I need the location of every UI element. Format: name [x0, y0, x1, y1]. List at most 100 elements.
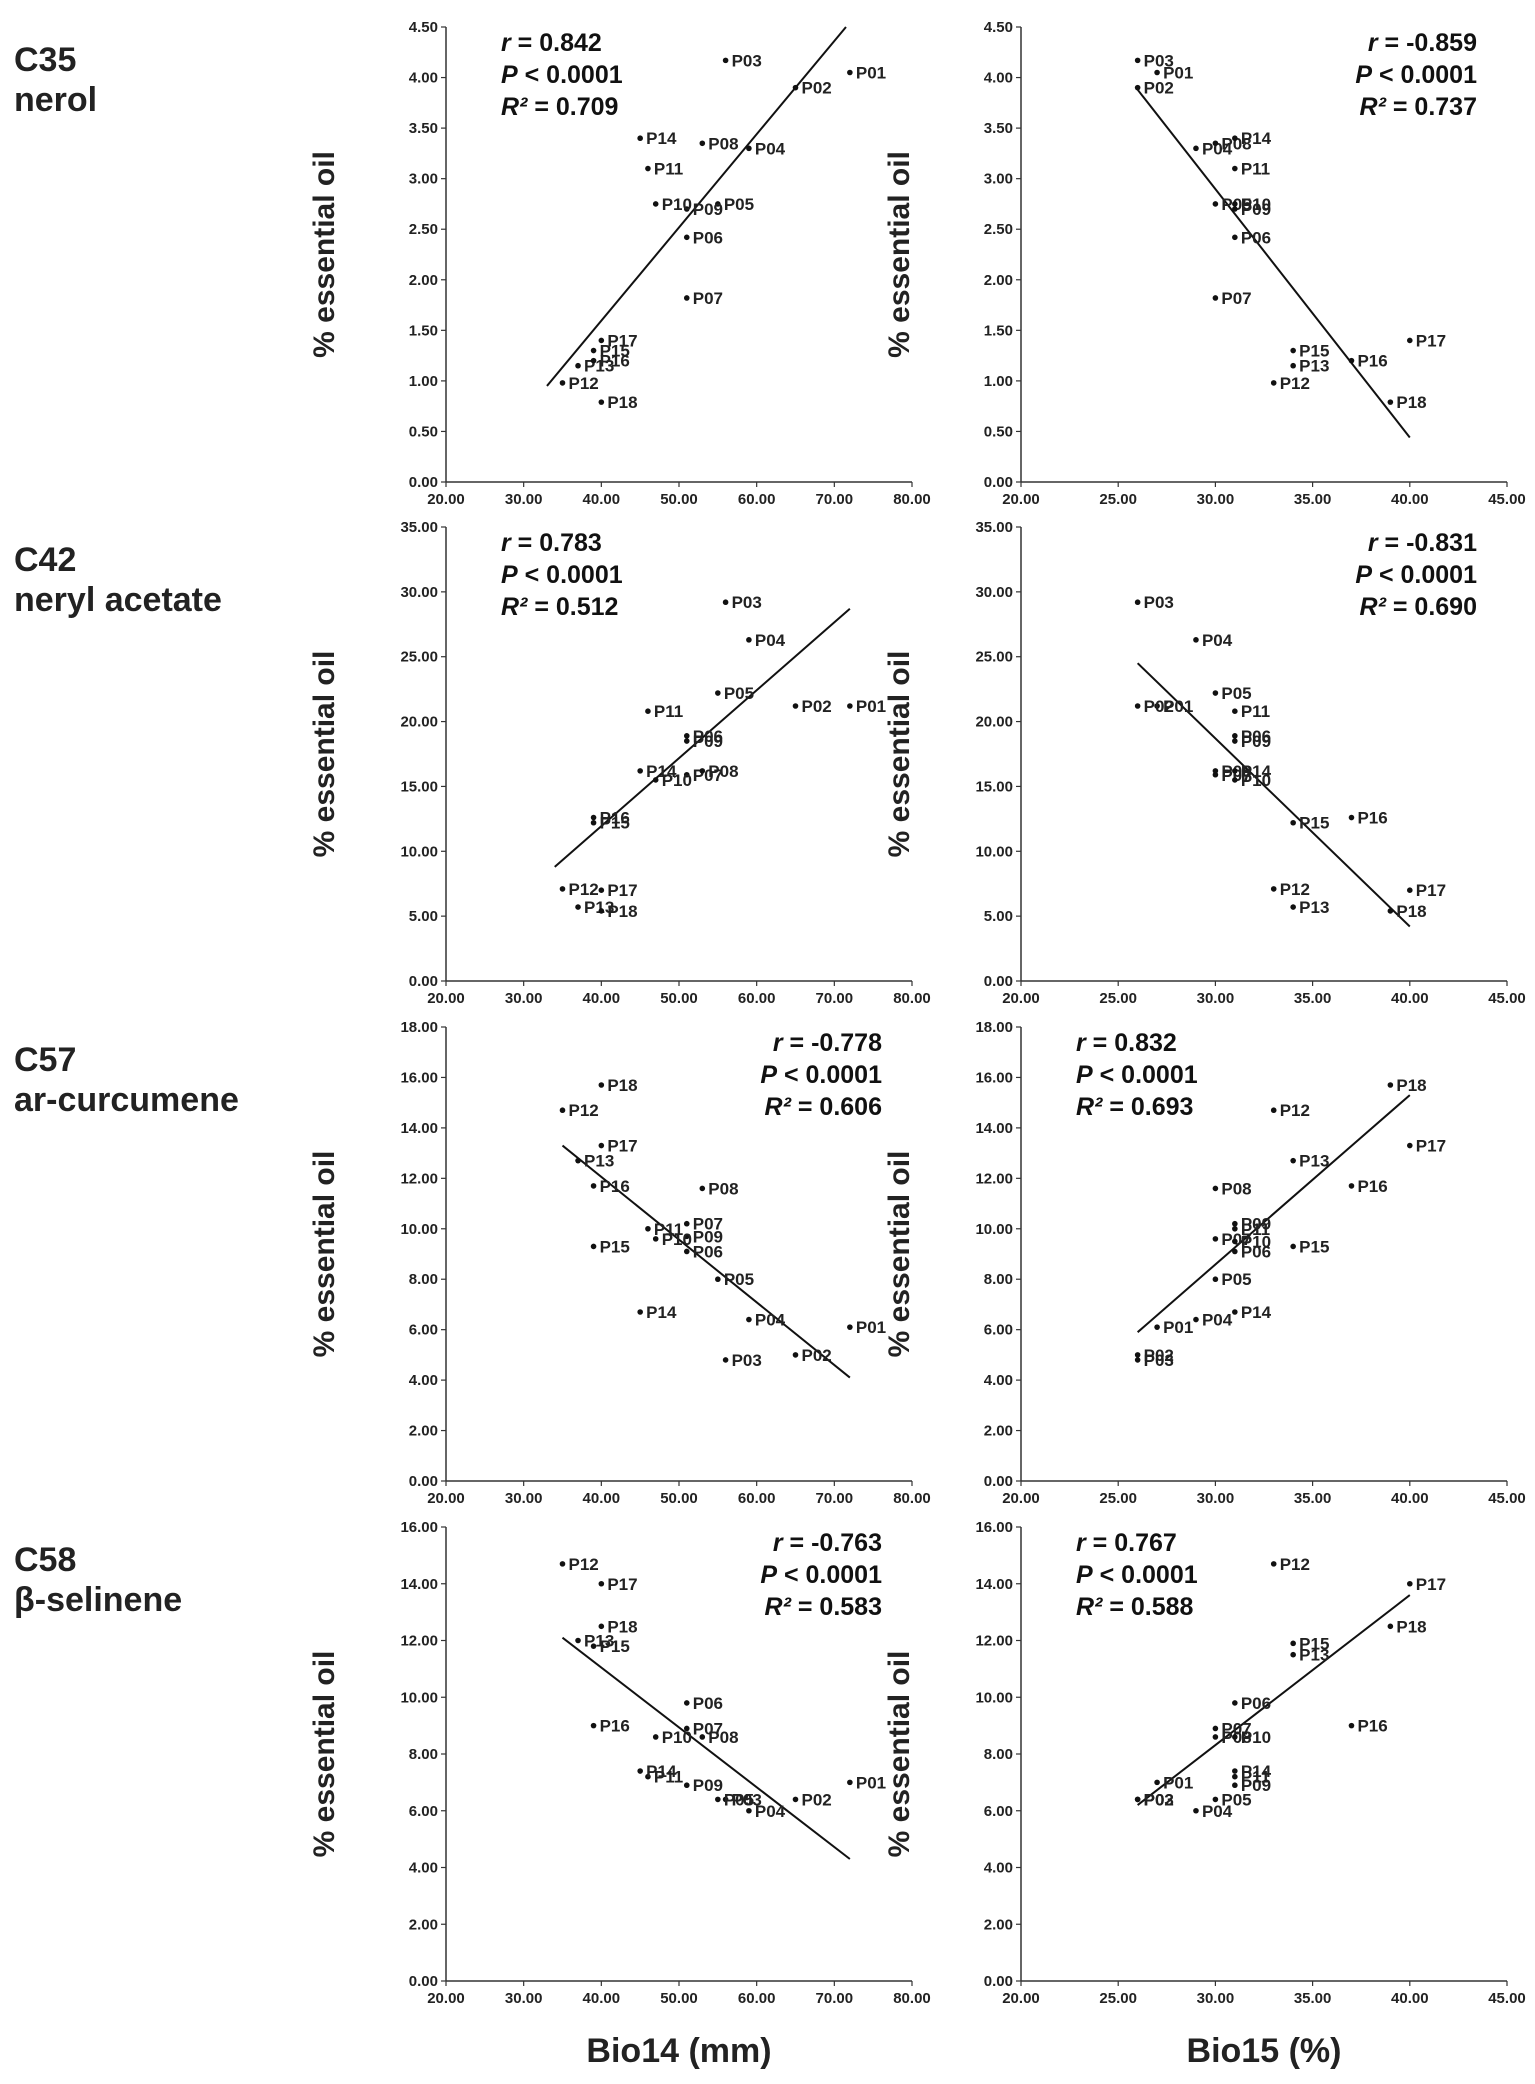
- point-label-p17: P17: [607, 881, 637, 900]
- point-label-p06: P06: [1241, 228, 1271, 247]
- point-label-p16: P16: [1357, 1177, 1387, 1196]
- data-point-p12: [1270, 1107, 1277, 1114]
- y-tick-label: 10.00: [975, 1689, 1013, 1706]
- y-tick-label: 4.00: [984, 1860, 1013, 1877]
- y-tick-label: 14.00: [400, 1120, 438, 1137]
- compound-code: C42: [14, 541, 77, 579]
- data-point-p01: [1154, 69, 1160, 76]
- point-label-p18: P18: [1396, 902, 1426, 921]
- point-label-p14: P14: [646, 762, 677, 781]
- y-tick-label: 20.00: [975, 714, 1013, 731]
- point-label-p18: P18: [607, 1617, 637, 1636]
- y-tick-label: 2.00: [984, 1916, 1013, 1933]
- data-point-p05: [1212, 1276, 1219, 1283]
- stat-r: r = -0.859: [1368, 29, 1477, 57]
- x-tick-label: 20.00: [427, 1990, 465, 2007]
- trend-line: [561, 1144, 851, 1379]
- data-point-p11: [645, 1773, 651, 1780]
- compound-name: nerol: [14, 81, 98, 119]
- chart-c35-bio14: 0.00 0.50 1.00 1.50 2.00 2.50 3.00 3.50 4.00 4.50…: [308, 19, 931, 508]
- y-tick-label: 0.00: [409, 474, 438, 491]
- data-point-p03: [722, 57, 729, 64]
- point-label-p02: P02: [802, 1790, 832, 1809]
- x-tick-label: 30.00: [505, 1990, 543, 2007]
- x-tick-label: 20.00: [427, 491, 465, 508]
- point-label-p16: P16: [1357, 1717, 1387, 1736]
- point-label-p16: P16: [600, 352, 630, 371]
- data-point-p17: [1407, 337, 1413, 344]
- data-point-p14: [637, 768, 643, 774]
- point-label-p03: P03: [732, 1351, 762, 1370]
- data-point-p01: [1154, 703, 1160, 709]
- data-point-p04: [1193, 1807, 1199, 1814]
- y-tick-label: 0.00: [984, 1473, 1013, 1490]
- y-tick-label: 16.00: [400, 1519, 438, 1536]
- stat-r2: R² = 0.583: [765, 1593, 882, 1621]
- point-label-p18: P18: [1396, 1076, 1426, 1095]
- x-tick-label: 70.00: [816, 491, 854, 508]
- y-tick-label: 4.50: [984, 19, 1013, 36]
- data-point-p10: [1232, 1734, 1238, 1740]
- chart-c58-bio15: 0.00 2.00 4.00 6.00 8.00 10.00 12.00 14.00 16.00…: [883, 1519, 1526, 2007]
- data-point-p02: [792, 1352, 799, 1358]
- data-point-p14: [1232, 1309, 1238, 1315]
- point-label-p07: P07: [1221, 1719, 1251, 1738]
- y-tick-label: 35.00: [400, 519, 438, 536]
- x-tick-label: 50.00: [660, 990, 698, 1007]
- point-label-p06: P06: [1241, 1694, 1271, 1713]
- data-point-p13: [575, 362, 581, 369]
- point-label-p12: P12: [1280, 880, 1310, 899]
- stat-p: P < 0.0001: [501, 561, 623, 589]
- y-tick-label: 16.00: [975, 1069, 1013, 1086]
- point-label-p10: P10: [1241, 1232, 1271, 1251]
- data-point-p07: [1212, 1236, 1219, 1242]
- point-label-p08: P08: [708, 134, 738, 153]
- data-point-p18: [598, 1623, 605, 1630]
- y-tick-label: 16.00: [975, 1519, 1013, 1536]
- y-tick-label: 0.00: [984, 973, 1013, 990]
- data-point-p13: [575, 1637, 581, 1644]
- y-tick-label: 0.00: [409, 1473, 438, 1490]
- y-tick-label: 1.50: [984, 322, 1013, 339]
- y-tick-label: 8.00: [984, 1271, 1013, 1288]
- data-point-p13: [575, 904, 581, 910]
- data-point-p15: [590, 1243, 597, 1250]
- data-point-p05: [1212, 1796, 1219, 1803]
- data-point-p03: [1134, 1357, 1141, 1363]
- point-label-p04: P04: [1202, 1802, 1233, 1821]
- x-tick-label: 30.00: [1197, 1490, 1235, 1507]
- y-tick-label: 25.00: [975, 649, 1013, 666]
- point-label-p18: P18: [1396, 393, 1426, 412]
- data-point-p02: [792, 703, 799, 709]
- y-tick-label: 14.00: [975, 1120, 1013, 1137]
- x-tick-label: 25.00: [1099, 1990, 1137, 2007]
- data-point-p17: [598, 337, 605, 344]
- data-point-p06: [1232, 733, 1238, 739]
- point-label-p04: P04: [1202, 1311, 1233, 1330]
- point-label-p06: P06: [1241, 727, 1271, 746]
- point-label-p11: P11: [1241, 1220, 1270, 1239]
- point-label-p16: P16: [600, 1177, 630, 1196]
- data-point-p02: [1134, 84, 1141, 91]
- point-label-p03: P03: [1144, 593, 1174, 612]
- point-label-p15: P15: [1299, 814, 1329, 833]
- data-point-p14: [637, 135, 643, 142]
- y-axis-title: % essential oil: [308, 1651, 341, 1858]
- y-tick-label: 12.00: [975, 1633, 1013, 1650]
- x-tick-label: 70.00: [816, 990, 854, 1007]
- data-point-p09: [683, 206, 690, 212]
- y-tick-label: 2.00: [409, 272, 438, 289]
- point-label-p02: P02: [1144, 1346, 1174, 1365]
- data-point-p04: [1193, 145, 1199, 152]
- point-label-p01: P01: [856, 697, 886, 716]
- point-label-p09: P09: [1241, 1776, 1271, 1795]
- compound-name: neryl acetate: [14, 581, 222, 619]
- point-label-p10: P10: [662, 1728, 692, 1747]
- y-tick-label: 6.00: [409, 1322, 438, 1339]
- data-point-p09: [683, 1233, 690, 1240]
- point-label-p07: P07: [1221, 766, 1251, 785]
- point-label-p08: P08: [708, 1728, 738, 1747]
- data-point-p14: [1232, 1768, 1238, 1774]
- point-label-p14: P14: [1241, 762, 1272, 781]
- chart-c42-bio14: 0.00 5.00 10.00 15.00 20.00 25.00 30.00 35.00 20…: [308, 519, 931, 1007]
